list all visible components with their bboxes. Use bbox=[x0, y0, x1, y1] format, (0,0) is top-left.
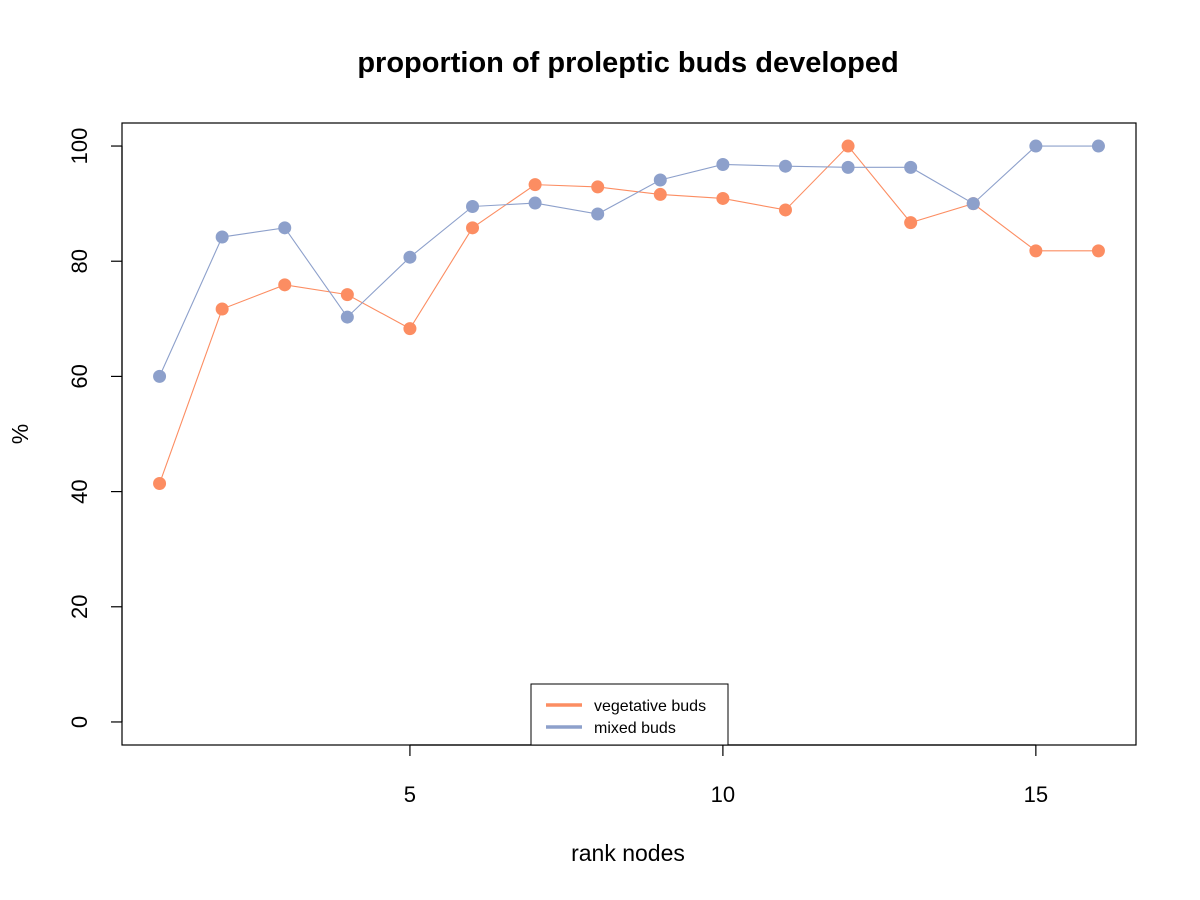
y-axis-label: % bbox=[7, 424, 33, 444]
data-point bbox=[340, 288, 354, 302]
data-point bbox=[278, 221, 292, 235]
y-tick-label: 100 bbox=[67, 128, 92, 165]
x-tick-label: 5 bbox=[404, 782, 416, 807]
data-point bbox=[1091, 139, 1105, 153]
data-point bbox=[966, 197, 980, 211]
y-tick-label: 0 bbox=[67, 716, 92, 728]
series-line bbox=[159, 145, 1099, 377]
data-point bbox=[716, 157, 730, 171]
data-point bbox=[841, 160, 855, 174]
x-tick-label: 15 bbox=[1024, 782, 1048, 807]
data-point bbox=[778, 159, 792, 173]
data-point bbox=[841, 139, 855, 153]
data-point bbox=[403, 250, 417, 264]
data-point bbox=[716, 191, 730, 205]
x-axis: 5 10 15 bbox=[404, 744, 1048, 807]
data-point bbox=[1029, 244, 1043, 258]
data-point bbox=[528, 178, 542, 192]
data-point bbox=[215, 302, 229, 316]
data-point bbox=[340, 310, 354, 324]
data-point bbox=[403, 322, 417, 336]
y-axis: 0 20 40 60 80 100 bbox=[67, 128, 123, 728]
series-0 bbox=[153, 139, 1105, 491]
data-point bbox=[778, 203, 792, 217]
data-point bbox=[466, 200, 480, 214]
legend-label-mixed: mixed buds bbox=[594, 720, 676, 737]
data-point bbox=[153, 477, 167, 491]
data-point bbox=[153, 369, 167, 383]
series-layer bbox=[153, 139, 1105, 491]
data-point bbox=[528, 196, 542, 210]
data-point bbox=[653, 173, 667, 187]
data-point bbox=[653, 187, 667, 201]
y-tick-label: 60 bbox=[67, 364, 92, 388]
data-point bbox=[591, 207, 605, 221]
legend-label-vegetative: vegetative buds bbox=[594, 698, 706, 715]
data-point bbox=[1029, 139, 1043, 153]
y-tick-label: 20 bbox=[67, 595, 92, 619]
chart-title: proportion of proleptic buds developed bbox=[357, 47, 898, 79]
data-point bbox=[466, 221, 480, 235]
series-line bbox=[159, 145, 1099, 484]
x-axis-label: rank nodes bbox=[571, 840, 685, 866]
legend: vegetative buds mixed buds bbox=[530, 683, 729, 746]
plot-area bbox=[121, 122, 1137, 746]
legend-box bbox=[530, 683, 729, 746]
data-point bbox=[278, 278, 292, 292]
series-1 bbox=[153, 139, 1105, 383]
y-tick-label: 80 bbox=[67, 249, 92, 273]
data-point bbox=[904, 216, 918, 230]
data-point bbox=[904, 160, 918, 174]
data-point bbox=[215, 230, 229, 244]
data-point bbox=[1091, 244, 1105, 258]
y-tick-label: 40 bbox=[67, 479, 92, 503]
x-tick-label: 10 bbox=[711, 782, 735, 807]
data-point bbox=[591, 180, 605, 194]
